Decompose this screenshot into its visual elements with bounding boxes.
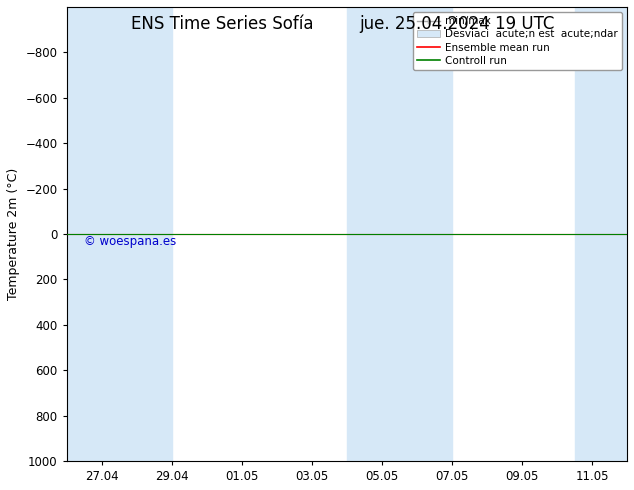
Text: jue. 25.04.2024 19 UTC: jue. 25.04.2024 19 UTC	[359, 15, 554, 33]
Bar	[399, 7, 452, 461]
Y-axis label: Temperature 2m (°C): Temperature 2m (°C)	[7, 168, 20, 300]
Bar	[347, 7, 399, 461]
Text: © woespana.es: © woespana.es	[84, 235, 176, 248]
Bar	[119, 7, 172, 461]
Text: ENS Time Series Sofía: ENS Time Series Sofía	[131, 15, 313, 33]
Bar	[574, 7, 627, 461]
Bar	[67, 7, 119, 461]
Legend: min/max, Desviaci  acute;n est  acute;ndar, Ensemble mean run, Controll run: min/max, Desviaci acute;n est acute;ndar…	[413, 12, 622, 70]
